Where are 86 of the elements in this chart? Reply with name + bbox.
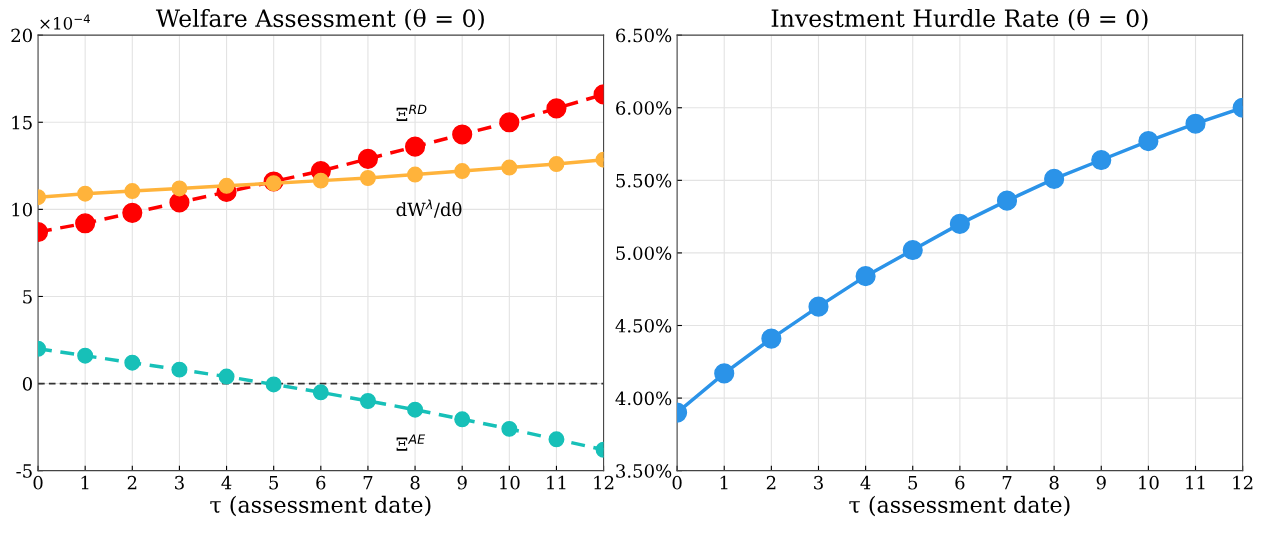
x-tick-label: 6 <box>955 475 965 490</box>
x-tick-label: 7 <box>1002 476 1012 490</box>
y-tick-label: 6.50% <box>616 28 672 43</box>
point <box>359 170 376 186</box>
x-tick-label: 5 <box>908 476 918 490</box>
point <box>77 185 94 202</box>
point <box>407 166 424 183</box>
x-axis-title: τ (assessment date) <box>849 495 1070 517</box>
x-tick-label: 5 <box>269 476 279 490</box>
y-tick-label: 10 <box>12 202 32 217</box>
point <box>124 354 141 371</box>
x-tick-label: 10 <box>1139 475 1159 490</box>
point <box>902 239 923 261</box>
x-tick-label: 9 <box>1096 475 1106 490</box>
x-tick-label: 2 <box>766 475 776 490</box>
point <box>996 190 1018 211</box>
point <box>407 401 424 418</box>
point <box>714 363 735 384</box>
point <box>77 347 94 364</box>
x-tick-label: 0 <box>672 475 682 490</box>
point <box>454 411 471 428</box>
x-tick-label: 8 <box>1049 475 1059 490</box>
point <box>357 148 379 169</box>
point <box>359 393 376 409</box>
point <box>454 163 471 180</box>
y-tick-label: 5.00% <box>616 246 672 261</box>
x-axis-title: τ (assessment date) <box>210 495 431 517</box>
point <box>75 213 96 234</box>
x-tick-label: 4 <box>860 475 871 490</box>
point <box>761 328 782 349</box>
point <box>218 177 235 194</box>
text: ×10$^{−4}$ <box>40 14 90 30</box>
point <box>1185 113 1206 134</box>
x-tick-label: 12 <box>1233 475 1253 490</box>
x-tick-label: 0 <box>33 475 43 490</box>
x-tick-label: 6 <box>316 475 326 490</box>
series-label: dW$^{λ}$/dθ <box>396 199 462 218</box>
point <box>501 159 518 176</box>
point <box>124 183 141 200</box>
point <box>501 420 518 437</box>
y-tick-label: -5 <box>16 464 32 478</box>
y-tick-label: 5.50% <box>616 173 672 188</box>
x-tick-label: 2 <box>127 475 137 490</box>
chart-title: Investment Hurdle Rate (θ = 0) <box>771 8 1148 31</box>
y-tick-label: 20 <box>11 28 32 43</box>
y-tick-label: 0 <box>22 377 32 391</box>
series-label: Ξ$^{RD}$ <box>396 104 427 121</box>
y-tick-label: 4.50% <box>615 318 672 333</box>
point <box>218 368 235 385</box>
y-tick-label: 5 <box>23 290 32 304</box>
point <box>122 202 143 223</box>
x-tick-label: 3 <box>814 475 823 490</box>
series-label: Ξ$^{AE}$ <box>396 434 426 451</box>
x-tick-label: 3 <box>175 475 184 490</box>
point <box>312 172 329 189</box>
point <box>949 213 970 234</box>
point <box>1091 149 1112 171</box>
point <box>855 266 876 287</box>
x-tick-label: 4 <box>221 475 232 490</box>
x-tick-label: 9 <box>457 475 467 490</box>
x-tick-label: 1 <box>81 475 89 490</box>
x-tick-label: 1 <box>720 475 728 490</box>
point <box>808 296 829 317</box>
x-tick-label: 10 <box>500 475 520 490</box>
x-tick-label: 7 <box>363 476 373 490</box>
y-tick-label: 3.50% <box>616 464 672 478</box>
point <box>546 98 567 119</box>
point <box>171 361 188 378</box>
point <box>404 136 426 157</box>
x-tick-label: 11 <box>1186 475 1205 490</box>
x-tick-label: 11 <box>547 475 566 490</box>
point <box>265 376 282 393</box>
point <box>312 384 329 401</box>
y-tick-label: 6.00% <box>616 101 672 115</box>
x-tick-label: 12 <box>594 475 614 490</box>
point <box>548 431 565 448</box>
point <box>452 124 473 145</box>
point <box>499 112 520 133</box>
point <box>1138 131 1159 152</box>
y-tick-label: 15 <box>12 115 32 130</box>
y-tick-label: 4.00% <box>615 391 672 406</box>
chart-title: Welfare Assessment (θ = 0) <box>155 8 484 31</box>
point <box>171 180 188 197</box>
point <box>548 156 565 173</box>
x-tick-label: 8 <box>410 475 420 490</box>
point <box>1044 168 1065 189</box>
